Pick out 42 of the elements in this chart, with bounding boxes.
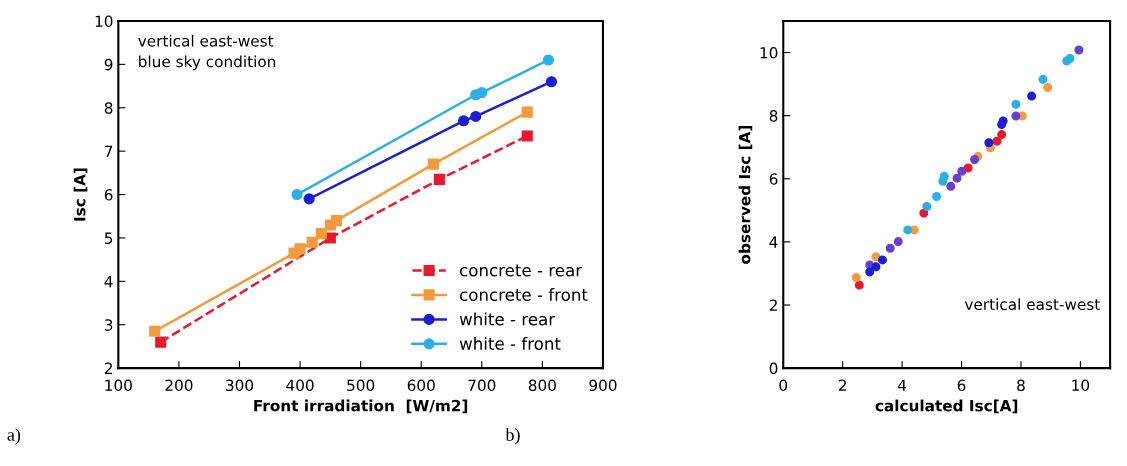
x-tick-label: 600 xyxy=(407,379,435,392)
y-tick-label: 3 xyxy=(104,319,113,331)
y-tick-label: 7 xyxy=(105,145,113,157)
y-tick-label: 8 xyxy=(769,110,778,122)
x-tick-label: 900 xyxy=(589,379,617,392)
y-tick-label: 5 xyxy=(104,232,113,244)
x-tick-label: 6 xyxy=(957,379,966,392)
x-tick-label: 400 xyxy=(286,379,314,392)
y-tick-label: 10 xyxy=(95,15,113,27)
y-tick-label: 0 xyxy=(769,362,778,375)
x-tick-label: 200 xyxy=(165,379,193,392)
y-tick-label: 2 xyxy=(769,299,777,311)
legend-label: concrete - front xyxy=(460,288,588,301)
x-tick-label: 0 xyxy=(779,379,788,392)
text: b) xyxy=(505,428,520,445)
x-tick-label: 800 xyxy=(528,379,556,392)
annotation: vertical east-west xyxy=(964,298,1100,311)
x-tick-label: 8 xyxy=(1017,379,1025,392)
x-tick-label: 500 xyxy=(347,379,375,392)
x-tick-label: 10 xyxy=(1072,379,1090,392)
x-tick-label: 700 xyxy=(468,379,496,392)
y-tick-label: 6 xyxy=(769,173,778,185)
x-tick-label: 100 xyxy=(105,379,132,392)
y-tick-label: 2 xyxy=(104,362,112,374)
x-axis-title: calculated Isc[A] xyxy=(875,399,1018,414)
legend-label: white - rear xyxy=(459,312,556,326)
y-tick-label: 8 xyxy=(104,102,113,114)
x-tick-label: 300 xyxy=(226,379,254,392)
annotation: vertical east-west blue sky condition xyxy=(138,34,276,71)
text: a) xyxy=(7,428,21,445)
y-tick-label: 4 xyxy=(769,236,778,248)
legend-label: concrete - rear xyxy=(460,264,583,277)
legend-label: white - front xyxy=(459,337,561,350)
x-axis-title: Front irradiation [W/m2] xyxy=(254,399,468,414)
y-axis-title: Isc [A] xyxy=(73,168,88,221)
y-tick-label: 4 xyxy=(104,276,113,288)
y-tick-label: 9 xyxy=(104,58,113,71)
y-tick-label: 10 xyxy=(760,47,778,59)
y-tick-label: 6 xyxy=(104,189,113,201)
y-axis-title: observed Isc [A] xyxy=(738,125,753,264)
x-tick-label: 4 xyxy=(898,379,907,391)
x-tick-label: 2 xyxy=(838,379,847,391)
